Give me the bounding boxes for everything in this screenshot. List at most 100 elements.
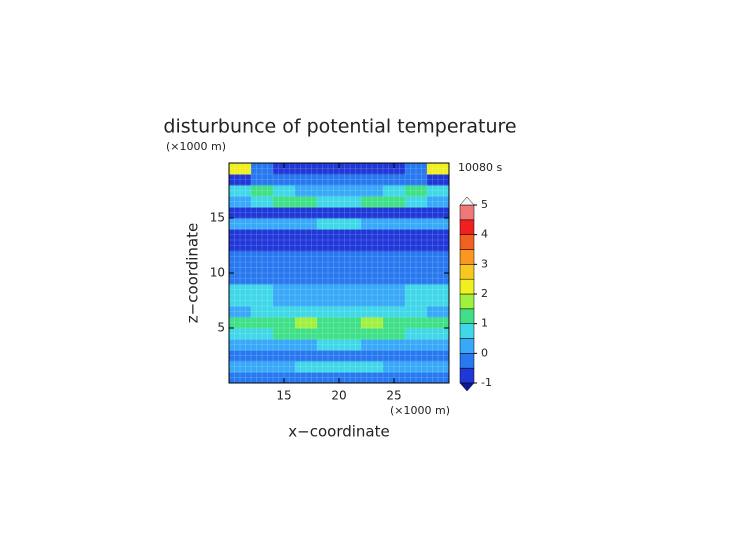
cell	[273, 218, 296, 230]
cell	[317, 163, 340, 175]
cell	[383, 350, 406, 362]
cell	[295, 207, 318, 219]
cell	[251, 163, 274, 175]
cell	[251, 361, 274, 373]
colorbar-over	[459, 196, 475, 206]
cell	[251, 328, 274, 340]
cell	[251, 350, 274, 362]
cell	[339, 317, 362, 329]
cell	[339, 306, 362, 318]
colorbar-tick-label: -1	[481, 376, 492, 389]
cell	[339, 207, 362, 219]
cell	[427, 196, 450, 208]
cell	[383, 251, 406, 263]
cell	[339, 218, 362, 230]
cell	[383, 262, 406, 274]
cell	[317, 174, 340, 186]
cell	[405, 163, 428, 175]
cell	[361, 350, 384, 362]
cell	[229, 229, 252, 241]
cell	[229, 339, 252, 351]
cell	[317, 240, 340, 252]
cell	[317, 262, 340, 274]
cell	[273, 284, 296, 296]
cell	[405, 174, 428, 186]
cell	[383, 339, 406, 351]
cell	[361, 229, 384, 241]
cell	[339, 273, 362, 285]
cell	[251, 273, 274, 285]
cell	[361, 284, 384, 296]
colorbar-tick-label: 1	[481, 317, 488, 330]
cell	[427, 295, 450, 307]
cell	[251, 185, 274, 197]
cell	[251, 218, 274, 230]
cell	[295, 339, 318, 351]
colorbar-band	[459, 249, 475, 265]
cell	[251, 207, 274, 219]
colorbar-tick-label: 2	[481, 287, 488, 300]
cell	[361, 185, 384, 197]
cell	[273, 196, 296, 208]
cell	[383, 328, 406, 340]
cell	[383, 361, 406, 373]
cell	[229, 317, 252, 329]
cell	[339, 350, 362, 362]
cell	[317, 185, 340, 197]
cell	[295, 350, 318, 362]
cell	[383, 284, 406, 296]
x-unit: (×1000 m)	[390, 404, 450, 417]
cell	[361, 328, 384, 340]
cell	[273, 317, 296, 329]
cell	[295, 262, 318, 274]
cell	[427, 229, 450, 241]
cell	[251, 240, 274, 252]
cell	[339, 240, 362, 252]
cell	[295, 229, 318, 241]
cell	[251, 295, 274, 307]
cell	[405, 372, 428, 384]
cell	[317, 284, 340, 296]
cell	[427, 328, 450, 340]
cell	[229, 273, 252, 285]
cell	[361, 207, 384, 219]
cell	[427, 317, 450, 329]
cell	[405, 262, 428, 274]
cell	[427, 174, 450, 186]
cell	[229, 262, 252, 274]
x-tick-label: 25	[386, 389, 401, 403]
cell	[251, 339, 274, 351]
cell	[361, 295, 384, 307]
cell	[317, 350, 340, 362]
cell	[405, 207, 428, 219]
colorbar-tick-label: 4	[481, 228, 488, 241]
cell	[317, 361, 340, 373]
cell	[427, 306, 450, 318]
cell	[339, 163, 362, 175]
y-tick-label: 15	[210, 211, 225, 225]
cell	[273, 163, 296, 175]
cell	[295, 295, 318, 307]
cell	[405, 306, 428, 318]
cell	[229, 207, 252, 219]
cell	[383, 207, 406, 219]
cell	[229, 284, 252, 296]
cell	[383, 273, 406, 285]
cell	[361, 306, 384, 318]
cell	[317, 207, 340, 219]
cell	[427, 207, 450, 219]
cell	[317, 196, 340, 208]
cell	[405, 295, 428, 307]
cell	[317, 339, 340, 351]
cell	[251, 284, 274, 296]
cell	[273, 350, 296, 362]
cell	[427, 240, 450, 252]
cell	[229, 174, 252, 186]
y-tick-label: 10	[210, 266, 225, 280]
colorbar-band	[459, 308, 475, 324]
colorbar-band	[459, 204, 475, 221]
cell	[251, 251, 274, 263]
colorbar-under	[459, 382, 475, 392]
colorbar-band	[459, 353, 475, 369]
colorbar-band	[459, 323, 475, 339]
